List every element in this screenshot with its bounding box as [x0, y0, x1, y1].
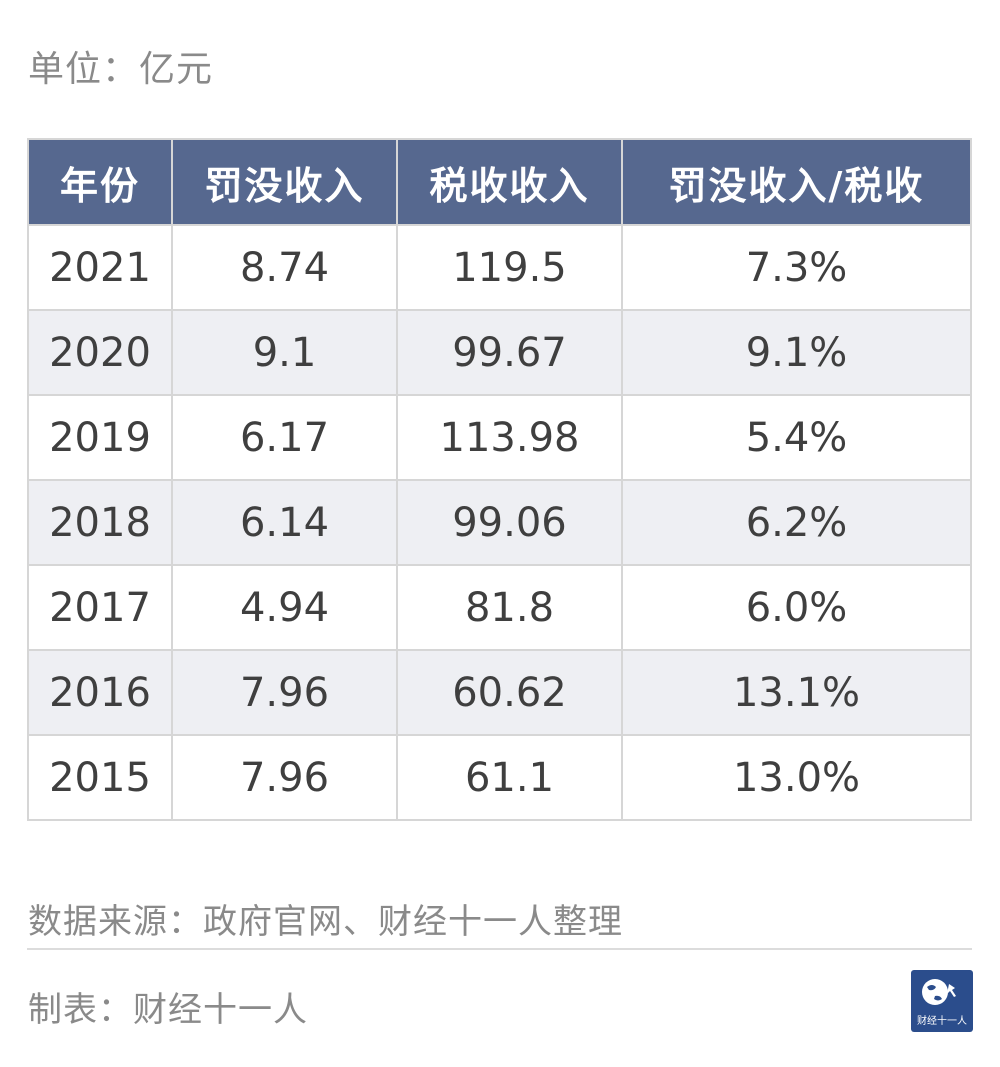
cell-fine-income: 8.74 — [171, 224, 398, 311]
header-fine-income: 罚没收入 — [171, 138, 398, 226]
cell-ratio: 13.0% — [621, 734, 972, 821]
cell-ratio: 13.1% — [621, 649, 972, 736]
cell-year: 2016 — [27, 649, 173, 736]
cell-year: 2021 — [27, 224, 173, 311]
cell-year: 2017 — [27, 564, 173, 651]
header-tax-income: 税收收入 — [396, 138, 623, 226]
cell-ratio: 6.2% — [621, 479, 972, 566]
table-maker-note: 制表：财经十一人 — [28, 990, 308, 1030]
cell-fine-income: 6.17 — [171, 394, 398, 481]
cell-tax-income: 99.67 — [396, 309, 623, 396]
logo-text: 财经十一人 — [917, 1016, 967, 1027]
table-row: 2016 7.96 60.62 13.1% — [27, 649, 972, 736]
cell-year: 2019 — [27, 394, 173, 481]
table-row: 2018 6.14 99.06 6.2% — [27, 479, 972, 566]
globe-icon — [922, 979, 956, 1005]
cell-tax-income: 60.62 — [396, 649, 623, 736]
cell-ratio: 9.1% — [621, 309, 972, 396]
table-row: 2019 6.17 113.98 5.4% — [27, 394, 972, 481]
cell-year: 2018 — [27, 479, 173, 566]
unit-label: 单位：亿元 — [28, 49, 214, 90]
cell-tax-income: 99.06 — [396, 479, 623, 566]
table-row: 2020 9.1 99.67 9.1% — [27, 309, 972, 396]
data-source-note: 数据来源：政府官网、财经十一人整理 — [28, 902, 623, 942]
cell-fine-income: 9.1 — [171, 309, 398, 396]
footer-divider — [27, 948, 972, 950]
cell-tax-income: 61.1 — [396, 734, 623, 821]
cell-year: 2015 — [27, 734, 173, 821]
cell-fine-income: 6.14 — [171, 479, 398, 566]
data-table: 年份 罚没收入 税收收入 罚没收入/税收 2021 8.74 119.5 7.3… — [27, 138, 972, 821]
cell-fine-income: 7.96 — [171, 734, 398, 821]
header-year: 年份 — [27, 138, 173, 226]
cell-year: 2020 — [27, 309, 173, 396]
cell-tax-income: 81.8 — [396, 564, 623, 651]
brand-logo: 财经十一人 — [911, 970, 973, 1032]
cell-tax-income: 113.98 — [396, 394, 623, 481]
cell-ratio: 5.4% — [621, 394, 972, 481]
cell-tax-income: 119.5 — [396, 224, 623, 311]
header-ratio: 罚没收入/税收 — [621, 138, 972, 226]
table-row: 2021 8.74 119.5 7.3% — [27, 224, 972, 311]
cell-fine-income: 4.94 — [171, 564, 398, 651]
cell-ratio: 7.3% — [621, 224, 972, 311]
table-row: 2015 7.96 61.1 13.0% — [27, 734, 972, 821]
cell-ratio: 6.0% — [621, 564, 972, 651]
cell-fine-income: 7.96 — [171, 649, 398, 736]
table-row: 2017 4.94 81.8 6.0% — [27, 564, 972, 651]
table-header-row: 年份 罚没收入 税收收入 罚没收入/税收 — [27, 138, 972, 226]
